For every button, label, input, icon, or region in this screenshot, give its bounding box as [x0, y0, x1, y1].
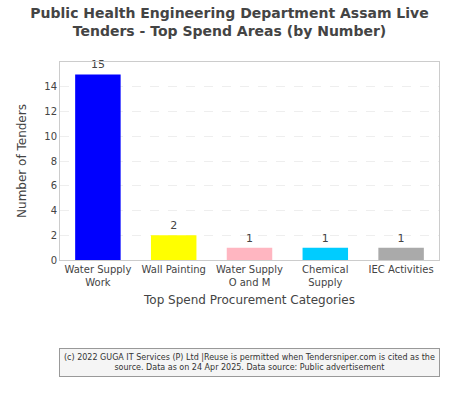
- svg-text:12: 12: [44, 106, 57, 117]
- svg-text:ChemicalSupply: ChemicalSupply: [302, 264, 348, 288]
- svg-text:Water SupplyO and M: Water SupplyO and M: [216, 264, 283, 288]
- svg-text:Wall Painting: Wall Painting: [142, 264, 206, 275]
- svg-text:4: 4: [51, 205, 57, 216]
- svg-text:2: 2: [51, 230, 57, 241]
- svg-text:0: 0: [51, 255, 57, 266]
- svg-text:6: 6: [51, 180, 57, 191]
- svg-text:10: 10: [44, 131, 57, 142]
- svg-text:2: 2: [170, 219, 177, 232]
- svg-text:Public Health Engineering Depa: Public Health Engineering Department Ass…: [30, 5, 428, 39]
- svg-text:IEC Activities: IEC Activities: [369, 264, 434, 275]
- svg-text:Number of Tenders: Number of Tenders: [15, 104, 29, 218]
- svg-text:Water SupplyWork: Water SupplyWork: [64, 264, 131, 288]
- svg-text:1: 1: [246, 232, 253, 245]
- svg-text:Top Spend Procurement Categori: Top Spend Procurement Categories: [143, 293, 355, 307]
- svg-text:1: 1: [398, 232, 405, 245]
- svg-text:15: 15: [91, 58, 105, 71]
- svg-text:8: 8: [51, 156, 57, 167]
- svg-text:(c) 2022 GUGA IT Services (P): (c) 2022 GUGA IT Services (P) Ltd |Reuse…: [64, 353, 435, 372]
- svg-text:14: 14: [44, 81, 57, 92]
- svg-text:1: 1: [322, 232, 329, 245]
